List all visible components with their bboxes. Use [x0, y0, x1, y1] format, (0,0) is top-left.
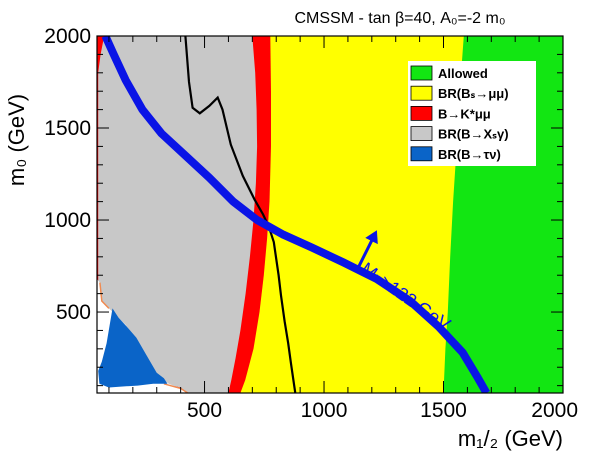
legend-swatch-bs [410, 85, 433, 101]
region-bxs-gamma [98, 36, 258, 393]
x-tick-label: 1000 [301, 399, 348, 422]
plot-frame [96, 35, 564, 394]
mh-arrow-head [365, 230, 378, 245]
black-contour-line [184, 36, 297, 393]
chart-title: CMSSM - tan β=40, A₀=-2 m₀ [295, 10, 506, 27]
y-axis-label: m₀ (GeV) [4, 94, 29, 186]
region-edge [99, 282, 110, 309]
legend-label-allowed: Allowed [438, 66, 488, 81]
x-tick-label: 2000 [531, 399, 578, 422]
mh-limit-curve [101, 36, 490, 393]
legend: Allowed BR(Bₛ→μμ) B→K*μμ BR(B→Xₛγ) BR(B→τν) [408, 61, 536, 166]
legend-swatch-bk [410, 106, 433, 121]
legend-label-bxs: BR(B→Xₛγ) [438, 127, 509, 142]
y-tick-label: 1000 [44, 209, 91, 232]
legend-label-bk: B→K*μμ [438, 106, 491, 121]
x-tick-label: 500 [187, 399, 222, 422]
y-tick-label: 2000 [44, 25, 91, 48]
region-b-taunu [98, 308, 168, 388]
legend-swatch-allowed [410, 65, 433, 81]
legend-swatch-bxs [410, 126, 433, 141]
y-tick-label: 500 [56, 301, 91, 324]
legend-label-btau: BR(B→τν) [438, 147, 501, 162]
x-tick-label: 1500 [420, 399, 467, 422]
legend-swatch-btau [410, 146, 433, 162]
x-axis-label: m₁/₂ (GeV) [458, 426, 563, 451]
y-tick-label: 1500 [44, 117, 91, 140]
legend-label-bs: BR(Bₛ→μμ) [438, 86, 509, 101]
mh-arrow-shaft [354, 234, 376, 273]
